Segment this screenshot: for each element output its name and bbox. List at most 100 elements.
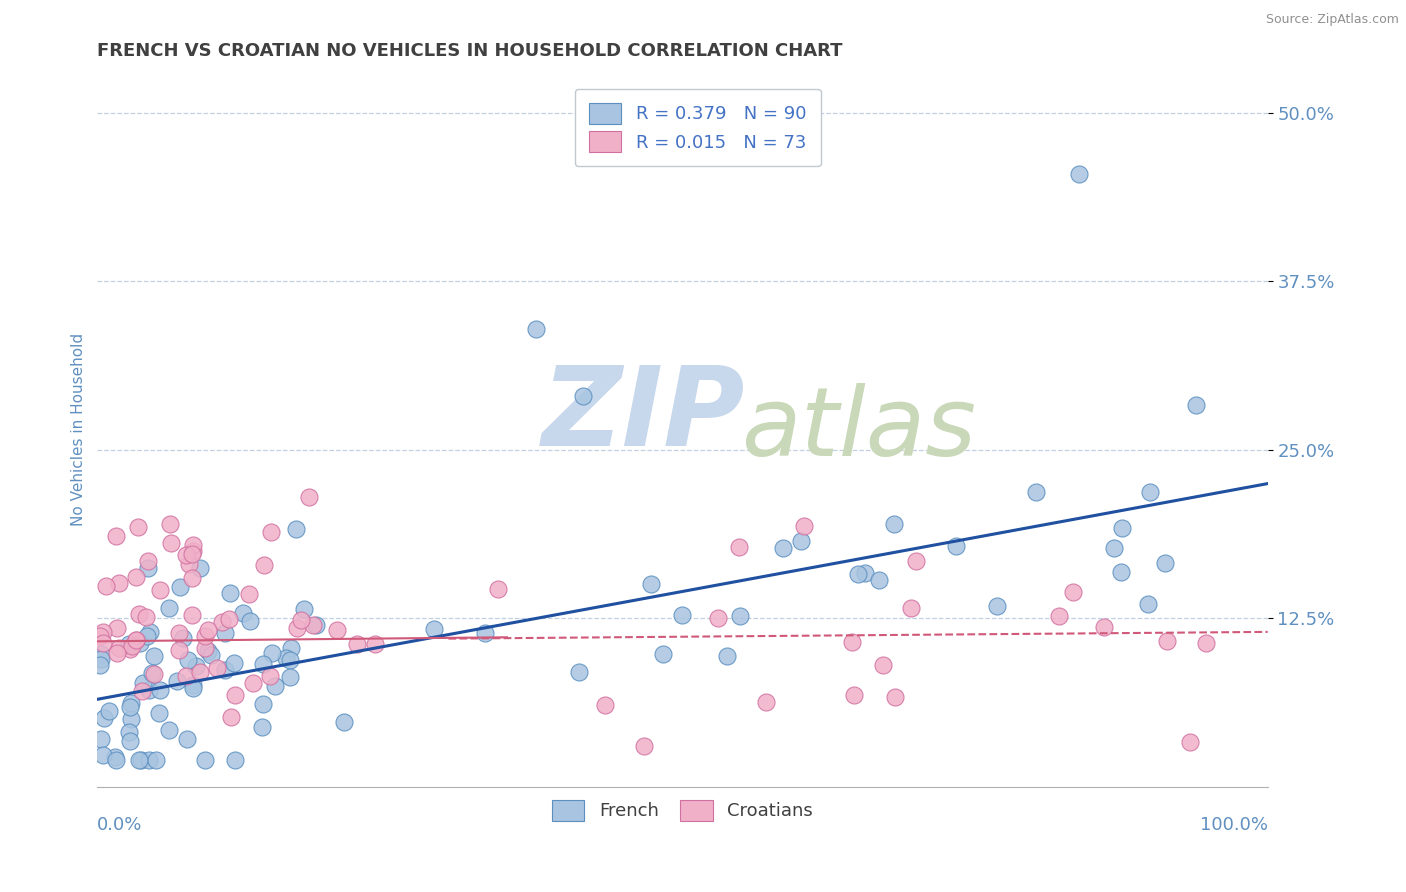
Point [1136,597,1159,611]
Point [118,637,141,651]
Text: FRENCH VS CROATIAN NO VEHICLES IN HOUSEHOLD CORRELATION CHART: FRENCH VS CROATIAN NO VEHICLES IN HOUSEH… [97,42,842,60]
Point [364,637,387,651]
Point [755,695,778,709]
Point [157,723,180,738]
Y-axis label: No Vehicles in Household: No Vehicles in Household [72,333,86,526]
Point [883,517,905,532]
Point [200,648,222,662]
Point [105,621,128,635]
Point [132,676,155,690]
Point [423,623,446,637]
Point [1062,585,1084,599]
Point [1178,735,1201,749]
Point [141,665,163,680]
Point [149,682,172,697]
Point [214,626,236,640]
Point [260,524,283,539]
Point [1102,541,1125,555]
Point [148,706,170,721]
Point [568,665,591,679]
Point [181,571,204,585]
Point [135,610,157,624]
Point [1092,620,1115,634]
Text: ZIP: ZIP [543,362,745,469]
Point [188,665,211,680]
Point [194,629,217,643]
Point [346,637,368,651]
Point [127,520,149,534]
Point [125,570,148,584]
Point [142,667,165,681]
Point [166,673,188,688]
Point [93,747,115,762]
Point [159,516,181,531]
Point [174,669,197,683]
Point [184,659,207,673]
Point [136,561,159,575]
Point [118,725,141,739]
Point [177,558,200,572]
Point [125,632,148,647]
Point [174,548,197,562]
Point [593,698,616,712]
Point [260,647,283,661]
Text: atlas: atlas [741,384,976,476]
Point [181,681,204,695]
Point [1025,485,1047,500]
Point [120,642,142,657]
Point [671,608,693,623]
Point [160,535,183,549]
Point [139,624,162,639]
Point [194,753,217,767]
Legend: French, Croatians: French, Croatians [544,793,820,828]
Point [1111,521,1133,535]
Point [253,558,276,572]
Point [91,625,114,640]
Point [325,623,347,637]
Point [120,696,142,710]
Point [290,614,312,628]
Point [945,539,967,553]
Point [716,649,738,664]
Text: 0.0%: 0.0% [97,815,143,833]
Point [633,739,655,753]
Point [129,636,152,650]
Point [149,583,172,598]
Point [177,653,200,667]
Point [138,753,160,767]
Point [848,566,870,581]
Point [129,753,152,767]
Point [278,653,301,667]
Point [218,612,240,626]
Point [120,712,142,726]
Point [1067,167,1090,181]
Text: Source: ZipAtlas.com: Source: ZipAtlas.com [1265,13,1399,27]
Point [872,658,894,673]
Point [194,640,217,655]
Point [486,582,509,596]
Point [105,646,128,660]
Point [274,651,297,665]
Point [138,554,160,568]
Point [242,676,264,690]
Point [104,749,127,764]
Point [853,566,876,580]
Point [883,690,905,705]
Point [107,641,129,656]
Point [142,648,165,663]
Point [1185,398,1208,412]
Point [305,618,328,632]
Point [285,621,308,635]
Point [183,678,205,692]
Point [98,705,121,719]
Point [259,669,281,683]
Point [181,544,204,558]
Point [333,715,356,730]
Point [1154,556,1177,570]
Point [89,658,111,673]
Point [474,626,496,640]
Point [128,607,150,621]
Point [214,663,236,677]
Point [211,615,233,630]
Point [176,731,198,746]
